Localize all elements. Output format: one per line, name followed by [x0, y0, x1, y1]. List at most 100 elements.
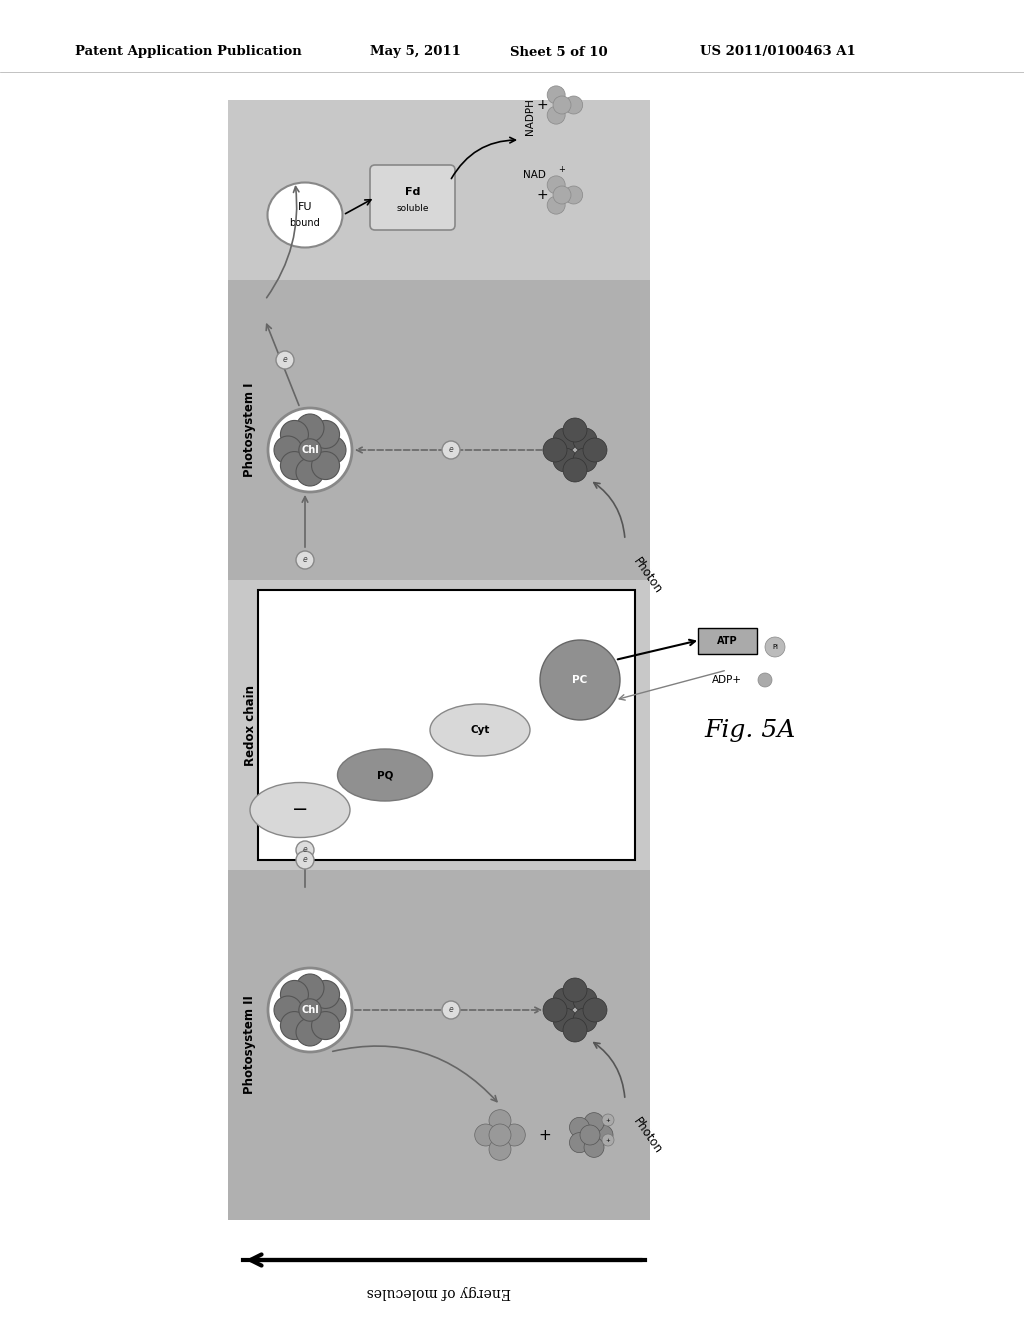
Text: Fd: Fd	[404, 187, 420, 197]
Circle shape	[281, 1011, 308, 1040]
Text: e: e	[303, 855, 307, 865]
Text: +: +	[605, 1138, 610, 1143]
Circle shape	[573, 447, 597, 473]
Text: Chl: Chl	[301, 1005, 318, 1015]
Circle shape	[276, 351, 294, 370]
Circle shape	[563, 418, 587, 442]
Circle shape	[602, 1134, 614, 1146]
Text: e: e	[303, 846, 307, 854]
Circle shape	[573, 1008, 597, 1032]
Text: +: +	[537, 98, 548, 112]
Text: Sheet 5 of 10: Sheet 5 of 10	[510, 45, 607, 58]
Circle shape	[296, 550, 314, 569]
Circle shape	[583, 438, 607, 462]
Circle shape	[281, 981, 308, 1008]
Circle shape	[547, 176, 565, 194]
Text: +: +	[605, 1118, 610, 1122]
Circle shape	[564, 96, 583, 114]
Circle shape	[593, 1125, 613, 1144]
Text: +: +	[558, 165, 565, 174]
Text: NAD: NAD	[523, 170, 546, 180]
Circle shape	[547, 106, 565, 124]
Text: ADP+: ADP+	[712, 675, 742, 685]
Polygon shape	[228, 280, 650, 579]
Text: bound: bound	[290, 218, 321, 228]
Circle shape	[311, 421, 340, 449]
Circle shape	[281, 421, 308, 449]
Text: Photon: Photon	[630, 1115, 665, 1156]
Polygon shape	[228, 870, 650, 1220]
Text: Patent Application Publication: Patent Application Publication	[75, 45, 302, 58]
Circle shape	[268, 408, 352, 492]
Circle shape	[563, 1018, 587, 1041]
Circle shape	[580, 1125, 600, 1144]
Text: NADPH: NADPH	[525, 98, 535, 135]
Text: e: e	[449, 446, 454, 454]
Circle shape	[268, 968, 352, 1052]
Circle shape	[299, 999, 322, 1022]
Circle shape	[553, 96, 571, 114]
Circle shape	[584, 1113, 604, 1133]
Circle shape	[274, 436, 302, 465]
Circle shape	[281, 451, 308, 479]
Text: Energy of molecules: Energy of molecules	[367, 1284, 511, 1299]
Circle shape	[318, 997, 346, 1024]
Circle shape	[584, 1138, 604, 1158]
Circle shape	[765, 638, 785, 657]
Circle shape	[311, 1011, 340, 1040]
Ellipse shape	[250, 783, 350, 837]
Text: Photosystem II: Photosystem II	[244, 995, 256, 1094]
Circle shape	[296, 851, 314, 869]
Circle shape	[547, 86, 565, 104]
Text: e: e	[283, 355, 288, 364]
Circle shape	[311, 451, 340, 479]
Circle shape	[553, 447, 577, 473]
Circle shape	[296, 974, 324, 1002]
Circle shape	[564, 186, 583, 205]
Circle shape	[311, 981, 340, 1008]
Circle shape	[602, 1114, 614, 1126]
Circle shape	[583, 998, 607, 1022]
Text: Fig. 5A: Fig. 5A	[705, 718, 796, 742]
Text: Redox chain: Redox chain	[244, 685, 256, 766]
Circle shape	[296, 1018, 324, 1045]
Circle shape	[569, 1117, 590, 1138]
Circle shape	[489, 1110, 511, 1131]
Text: Photon: Photon	[630, 554, 665, 597]
Text: PC: PC	[572, 675, 588, 685]
Circle shape	[573, 987, 597, 1012]
Circle shape	[489, 1125, 511, 1146]
Circle shape	[274, 997, 302, 1024]
Text: +: +	[539, 1127, 551, 1143]
Text: soluble: soluble	[396, 205, 429, 213]
Text: Photosystem I: Photosystem I	[244, 383, 256, 478]
Text: Cyt: Cyt	[470, 725, 489, 735]
Circle shape	[569, 1133, 590, 1152]
Circle shape	[504, 1125, 525, 1146]
Text: e: e	[449, 1006, 454, 1015]
Circle shape	[442, 1001, 460, 1019]
Polygon shape	[258, 590, 635, 861]
Text: Pi: Pi	[772, 644, 778, 649]
Circle shape	[296, 414, 324, 442]
Text: ATP: ATP	[717, 636, 737, 645]
Circle shape	[573, 428, 597, 451]
Text: Chl: Chl	[301, 445, 318, 455]
Circle shape	[758, 673, 772, 686]
Text: +: +	[537, 187, 548, 202]
Circle shape	[299, 438, 322, 461]
Circle shape	[543, 438, 567, 462]
Circle shape	[489, 1138, 511, 1160]
Ellipse shape	[338, 748, 432, 801]
Circle shape	[563, 458, 587, 482]
Circle shape	[540, 640, 620, 719]
Text: −: −	[292, 800, 308, 820]
FancyBboxPatch shape	[698, 628, 757, 653]
Ellipse shape	[267, 182, 342, 248]
Text: FU: FU	[298, 202, 312, 213]
Text: e: e	[303, 556, 307, 565]
Circle shape	[553, 987, 577, 1012]
Circle shape	[553, 1008, 577, 1032]
Text: US 2011/0100463 A1: US 2011/0100463 A1	[700, 45, 856, 58]
Circle shape	[543, 998, 567, 1022]
